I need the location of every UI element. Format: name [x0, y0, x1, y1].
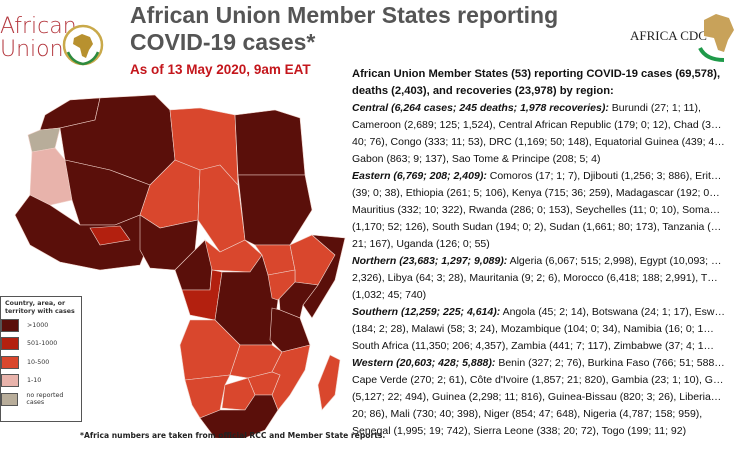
region-central: Central (6,264 cases; 245 deaths; 1,978 …: [352, 100, 732, 168]
map-region-south-africa: [199, 394, 279, 438]
region-western: Western (20,603; 428; 5,888): Benin (327…: [352, 355, 732, 440]
legend-label: 1-10: [27, 377, 42, 385]
map-region-burkina-faso: [89, 225, 131, 246]
legend-label: 10-500: [27, 358, 50, 366]
au-emblem-icon: [62, 24, 104, 66]
legend-item: no reported cases: [1, 390, 81, 409]
legend-swatch: [1, 392, 19, 406]
region-countries: Algeria (6,067; 515; 2,998), Egypt (10,0…: [352, 255, 722, 301]
legend-title: Country, area, or territory with cases: [5, 300, 75, 315]
region-heading: Northern (23,683; 1,297; 9,089):: [352, 255, 508, 267]
map-legend: Country, area, or territory with cases >…: [0, 296, 82, 422]
region-heading: Southern (12,259; 225; 4,614):: [352, 306, 501, 318]
region-countries: Angola (45; 2; 14), Botswana (24; 1; 17)…: [352, 306, 725, 352]
map-region-sudan: [237, 174, 313, 246]
legend-swatch: [1, 355, 19, 369]
summary-intro: African Union Member States (53) reporti…: [352, 68, 721, 97]
region-heading: Eastern (6,769; 208; 2,409):: [352, 170, 487, 182]
african-union-logo: African Union: [0, 10, 110, 66]
legend-item: >1000: [1, 316, 81, 335]
map-region-uganda-rwanda: [267, 269, 296, 301]
region-heading: Central (6,264 cases; 245 deaths; 1,978 …: [352, 102, 609, 114]
legend-swatch: [1, 374, 19, 388]
legend-item: 1-10: [1, 372, 81, 391]
africa-map: [14, 94, 346, 438]
region-countries: Comoros (17; 1; 7), Djibouti (1,256; 3; …: [352, 170, 722, 250]
map-region-madagascar: [317, 354, 341, 411]
legend-label: 501-1000: [27, 340, 58, 348]
africa-cdc-logo-text: AFRICA CDC: [630, 28, 707, 43]
map-region-tanzania: [269, 307, 311, 353]
footnote: *Africa numbers are taken from official …: [80, 431, 386, 440]
legend-label: no reported cases: [26, 392, 64, 407]
region-eastern: Eastern (6,769; 208; 2,409): Comoros (17…: [352, 168, 732, 253]
legend-swatch: [1, 318, 19, 332]
legend-label: >1000: [27, 321, 49, 329]
region-countries: Burundi (27; 1; 11), Cameroon (2,689; 12…: [352, 102, 725, 165]
au-logo-word-2: Union: [0, 37, 64, 62]
legend-item: 501-1000: [1, 335, 81, 354]
map-region-western-sahara: [27, 127, 61, 153]
report-date: As of 13 May 2020, 9am EAT: [130, 62, 311, 77]
region-northern: Northern (23,683; 1,297; 9,089): Algeria…: [352, 253, 732, 304]
africa-cdc-emblem-icon: [698, 14, 734, 62]
legend-swatch: [1, 337, 19, 351]
summary-panel: African Union Member States (53) reporti…: [352, 66, 732, 440]
region-southern: Southern (12,259; 225; 4,614): Angola (4…: [352, 304, 732, 355]
region-heading: Western (20,603; 428; 5,888):: [352, 357, 496, 369]
legend-item: 10-500: [1, 353, 81, 372]
region-countries: Benin (327; 2; 76), Burkina Faso (766; 5…: [352, 357, 725, 437]
map-region-somalia: [302, 234, 346, 319]
au-logo-word-1: African: [0, 14, 77, 39]
map-region-egypt: [234, 109, 306, 176]
page-title: African Union Member States reporting CO…: [130, 2, 559, 55]
